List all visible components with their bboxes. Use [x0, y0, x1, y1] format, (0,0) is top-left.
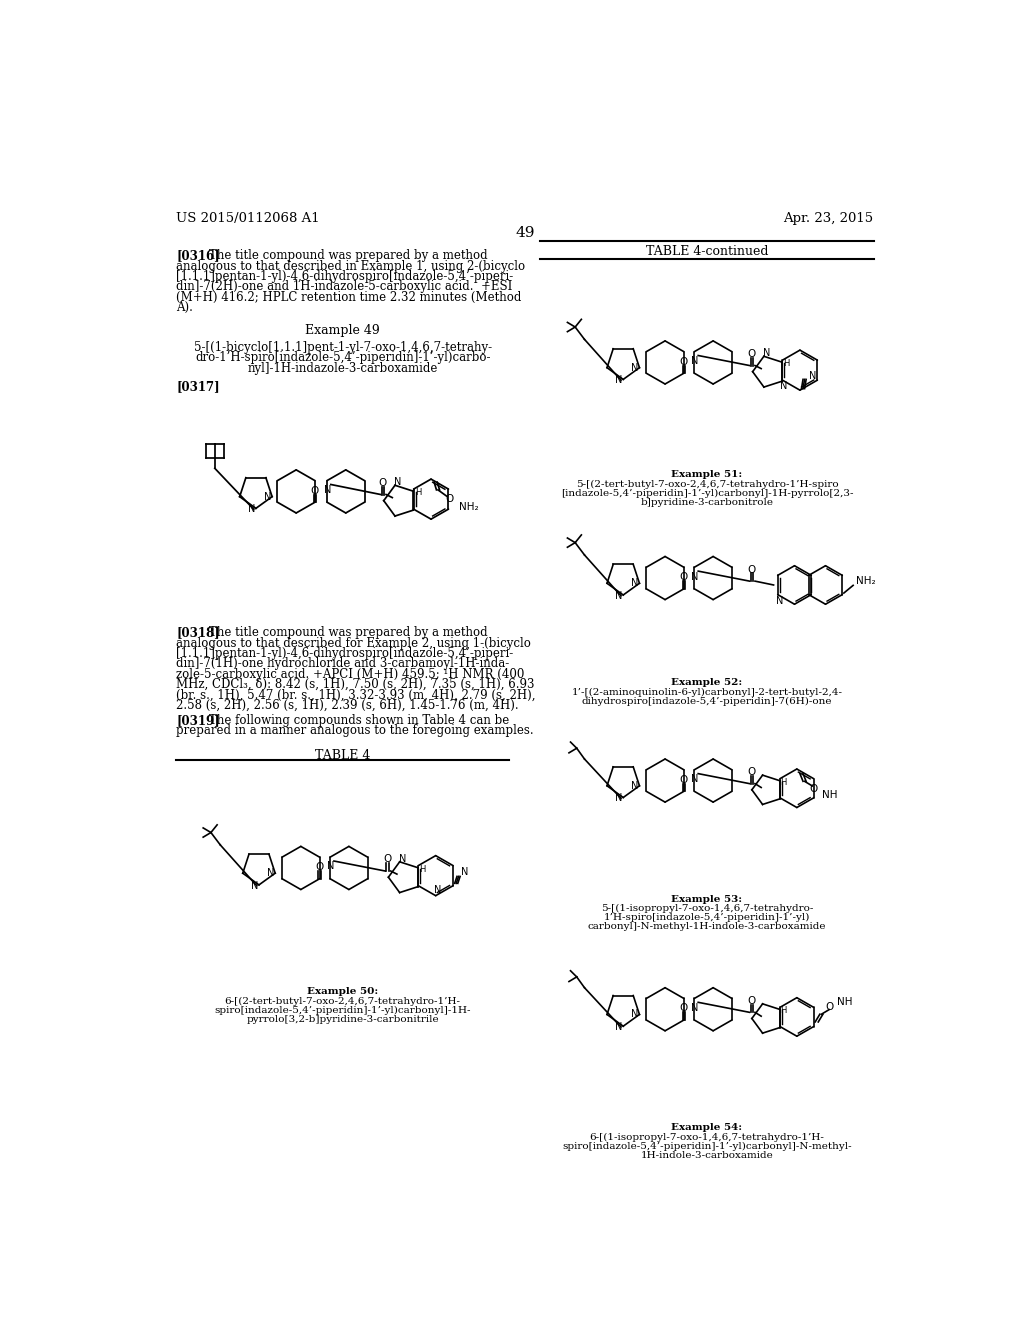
Text: Apr. 23, 2015: Apr. 23, 2015	[783, 213, 873, 226]
Text: 6-[(1-isopropyl-7-oxo-1,4,6,7-tetrahydro-1’H-: 6-[(1-isopropyl-7-oxo-1,4,6,7-tetrahydro…	[590, 1133, 824, 1142]
Text: H: H	[783, 359, 790, 368]
Text: N: N	[434, 884, 441, 895]
Text: N: N	[631, 1010, 639, 1019]
Text: The title compound was prepared by a method: The title compound was prepared by a met…	[209, 249, 487, 263]
Text: H: H	[415, 488, 421, 498]
Text: N: N	[251, 880, 258, 891]
Text: N: N	[631, 781, 639, 791]
Text: The following compounds shown in Table 4 can be: The following compounds shown in Table 4…	[209, 714, 509, 727]
Text: O: O	[748, 565, 756, 574]
Text: [0316]: [0316]	[176, 249, 220, 263]
Text: dro-1’H-spiro[indazole-5,4’-piperidin]-1’-yl)carbo-: dro-1’H-spiro[indazole-5,4’-piperidin]-1…	[195, 351, 490, 364]
Text: N: N	[691, 356, 698, 366]
Text: NH: NH	[837, 997, 852, 1007]
Text: TABLE 4: TABLE 4	[315, 748, 371, 762]
Text: Example 54:: Example 54:	[672, 1123, 742, 1133]
Text: carbonyl]-N-methyl-1H-indole-3-carboxamide: carbonyl]-N-methyl-1H-indole-3-carboxami…	[588, 923, 826, 931]
Text: O: O	[748, 348, 756, 359]
Text: din]-7(2H)-one and 1H-indazole-5-carboxylic acid.  +ESI: din]-7(2H)-one and 1H-indazole-5-carboxy…	[176, 280, 512, 293]
Text: 1’-[(2-aminoquinolin-6-yl)carbonyl]-2-tert-butyl-2,4-: 1’-[(2-aminoquinolin-6-yl)carbonyl]-2-te…	[571, 688, 843, 697]
Text: Example 51:: Example 51:	[672, 470, 742, 479]
Text: b]pyridine-3-carbonitrole: b]pyridine-3-carbonitrole	[640, 498, 773, 507]
Text: MHz, CDCl₃, δ): 8.42 (s, 1H), 7.50 (s, 2H), 7.35 (s, 1H), 6.93: MHz, CDCl₃, δ): 8.42 (s, 1H), 7.50 (s, 2…	[176, 678, 535, 692]
Text: analogous to that described in Example 1, using 2-(bicyclo: analogous to that described in Example 1…	[176, 260, 525, 273]
Text: nyl]-1H-indazole-3-carboxamide: nyl]-1H-indazole-3-carboxamide	[248, 362, 438, 375]
Text: O: O	[748, 995, 756, 1006]
Text: N: N	[399, 854, 407, 863]
Text: N: N	[631, 578, 639, 589]
Text: NH₂: NH₂	[856, 576, 876, 586]
Text: N: N	[267, 869, 274, 878]
Text: NH₂: NH₂	[459, 502, 478, 512]
Text: O: O	[748, 767, 756, 777]
Text: N: N	[264, 491, 271, 502]
Text: O: O	[680, 573, 688, 582]
Text: US 2015/0112068 A1: US 2015/0112068 A1	[176, 213, 319, 226]
Text: 1’H-spiro[indazole-5,4’-piperidin]-1’-yl): 1’H-spiro[indazole-5,4’-piperidin]-1’-yl…	[604, 913, 810, 923]
Text: 1H-indole-3-carboxamide: 1H-indole-3-carboxamide	[641, 1151, 773, 1160]
Text: N: N	[461, 867, 468, 876]
Text: Example 52:: Example 52:	[672, 678, 742, 688]
Text: [1.1.1]pentan-1-yl)-4,6-dihydrospiro[indazole-5,4’-piperi-: [1.1.1]pentan-1-yl)-4,6-dihydrospiro[ind…	[176, 271, 513, 282]
Text: spiro[indazole-5,4’-piperidin]-1’-yl)carbonyl]-N-methyl-: spiro[indazole-5,4’-piperidin]-1’-yl)car…	[562, 1142, 852, 1151]
Text: 6-[(2-tert-butyl-7-oxo-2,4,6,7-tetrahydro-1’H-: 6-[(2-tert-butyl-7-oxo-2,4,6,7-tetrahydr…	[224, 997, 461, 1006]
Text: O: O	[445, 494, 454, 504]
Text: N: N	[248, 504, 255, 513]
Text: N: N	[691, 774, 698, 784]
Text: N: N	[780, 381, 787, 391]
Text: 5-[(1-isopropyl-7-oxo-1,4,6,7-tetrahydro-: 5-[(1-isopropyl-7-oxo-1,4,6,7-tetrahydro…	[601, 904, 813, 913]
Text: N: N	[394, 478, 401, 487]
Text: O: O	[810, 784, 818, 795]
Text: [0317]: [0317]	[176, 380, 220, 393]
Text: N: N	[614, 1022, 623, 1032]
Text: A).: A).	[176, 301, 193, 314]
Text: [0319]: [0319]	[176, 714, 220, 727]
Text: N: N	[631, 363, 639, 372]
Text: O: O	[384, 854, 392, 865]
Text: O: O	[680, 356, 688, 367]
Text: pyrrolo[3,2-b]pyridine-3-carbonitrile: pyrrolo[3,2-b]pyridine-3-carbonitrile	[247, 1015, 439, 1024]
Text: N: N	[809, 371, 816, 381]
Text: N: N	[614, 793, 623, 804]
Text: (M+H) 416.2; HPLC retention time 2.32 minutes (Method: (M+H) 416.2; HPLC retention time 2.32 mi…	[176, 290, 521, 304]
Text: [1.1.1]pentan-1-yl)-4,6-dihydrospiro[indazole-5,4’-piperi-: [1.1.1]pentan-1-yl)-4,6-dihydrospiro[ind…	[176, 647, 513, 660]
Text: TABLE 4-continued: TABLE 4-continued	[646, 246, 768, 259]
Text: 49: 49	[515, 226, 535, 240]
Text: O: O	[311, 486, 319, 495]
Text: N: N	[763, 348, 771, 358]
Text: H: H	[780, 1006, 787, 1015]
Text: 2.58 (s, 2H), 2.56 (s, 1H), 2.39 (s, 6H), 1.45-1.76 (m, 4H).: 2.58 (s, 2H), 2.56 (s, 1H), 2.39 (s, 6H)…	[176, 700, 519, 711]
Text: N: N	[776, 595, 783, 606]
Text: analogous to that described for Example 2, using 1-(bicyclo: analogous to that described for Example …	[176, 636, 530, 649]
Text: zole-5-carboxylic acid. +APCI (M+H) 459.5; ¹H NMR (400: zole-5-carboxylic acid. +APCI (M+H) 459.…	[176, 668, 524, 681]
Text: N: N	[328, 862, 335, 871]
Text: N: N	[614, 591, 623, 601]
Text: Example 50:: Example 50:	[307, 987, 378, 997]
Text: O: O	[315, 862, 324, 873]
Text: dihydrospiro[indazole-5,4’-piperidin]-7(6H)-one: dihydrospiro[indazole-5,4’-piperidin]-7(…	[582, 697, 833, 706]
Text: N: N	[614, 375, 623, 385]
Text: N: N	[691, 1003, 698, 1012]
Text: 5-[(2-tert-butyl-7-oxo-2,4,6,7-tetrahydro-1’H-spiro: 5-[(2-tert-butyl-7-oxo-2,4,6,7-tetrahydr…	[575, 479, 839, 488]
Text: din]-7(1H)-one hydrochloride and 3-carbamoyl-1H-inda-: din]-7(1H)-one hydrochloride and 3-carba…	[176, 657, 509, 671]
Text: N: N	[691, 572, 698, 582]
Text: NH: NH	[821, 791, 838, 800]
Text: H: H	[780, 777, 787, 787]
Text: prepared in a manner analogous to the foregoing examples.: prepared in a manner analogous to the fo…	[176, 725, 534, 738]
Text: 5-[(1-bicyclo[1.1.1]pent-1-yl-7-oxo-1,4,6,7-tetrahy-: 5-[(1-bicyclo[1.1.1]pent-1-yl-7-oxo-1,4,…	[194, 341, 492, 354]
Text: [indazole-5,4’-piperidin]-1’-yl)carbonyl]-1H-pyrrolo[2,3-: [indazole-5,4’-piperidin]-1’-yl)carbonyl…	[561, 488, 853, 498]
Text: [0318]: [0318]	[176, 626, 220, 639]
Text: spiro[indazole-5,4’-piperidin]-1’-yl)carbonyl]-1H-: spiro[indazole-5,4’-piperidin]-1’-yl)car…	[214, 1006, 471, 1015]
Text: O: O	[379, 478, 387, 488]
Text: (br. s., 1H), 5.47 (br. s., 1H), 3.32-3.93 (m, 4H), 2.79 (s, 2H),: (br. s., 1H), 5.47 (br. s., 1H), 3.32-3.…	[176, 689, 536, 701]
Text: The title compound was prepared by a method: The title compound was prepared by a met…	[209, 626, 487, 639]
Text: Example 53:: Example 53:	[672, 895, 742, 903]
Text: H: H	[419, 865, 426, 874]
Text: Example 49: Example 49	[305, 323, 380, 337]
Text: N: N	[324, 484, 332, 495]
Text: O: O	[680, 775, 688, 785]
Text: O: O	[680, 1003, 688, 1014]
Text: O: O	[825, 1002, 834, 1011]
